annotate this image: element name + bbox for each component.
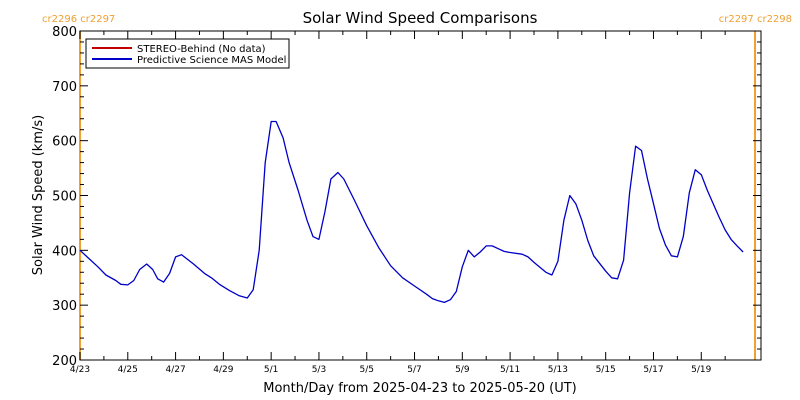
legend-label: STEREO-Behind (No data): [137, 44, 266, 55]
x-tick-label: 4/23: [70, 365, 90, 375]
x-tick-label: 5/11: [500, 365, 520, 375]
y-tick-label: 800: [52, 25, 77, 40]
y-axis-label: Solar Wind Speed (km/s): [31, 115, 46, 275]
carrington-rotation-label: cr2296 cr2297: [42, 14, 115, 25]
x-tick-label: 4/29: [213, 365, 233, 375]
y-tick-label: 700: [52, 80, 77, 95]
chart-title: Solar Wind Speed Comparisons: [303, 9, 538, 27]
legend-box: [85, 38, 290, 69]
series-line: [79, 120, 744, 304]
x-tick-label: 5/9: [455, 365, 470, 375]
x-tick-label: 5/7: [407, 365, 421, 375]
x-tick-label: 5/15: [596, 365, 616, 375]
x-tick-label: 5/3: [312, 365, 326, 375]
plot-area-frame: [79, 30, 762, 361]
x-tick-label: 5/1: [264, 365, 278, 375]
legend: STEREO-Behind (No data)Predictive Scienc…: [85, 38, 290, 69]
x-tick-label: 4/27: [165, 365, 185, 375]
x-tick-label: 5/13: [548, 365, 568, 375]
legend-label: Predictive Science MAS Model: [137, 55, 286, 66]
y-tick-label: 400: [52, 244, 77, 259]
x-tick-label: 5/17: [643, 365, 663, 375]
y-tick-label: 300: [52, 299, 77, 314]
carrington-rotation-label: cr2297 cr2298: [719, 14, 792, 25]
y-tick-label: 600: [52, 135, 77, 150]
x-tick-label: 5/5: [359, 365, 373, 375]
x-axis-label: Month/Day from 2025-04-23 to 2025-05-20 …: [263, 381, 576, 396]
y-tick-label: 200: [52, 354, 77, 369]
y-tick-label: 500: [52, 190, 77, 205]
x-tick-label: 5/19: [691, 365, 711, 375]
x-tick-label: 4/25: [118, 365, 138, 375]
